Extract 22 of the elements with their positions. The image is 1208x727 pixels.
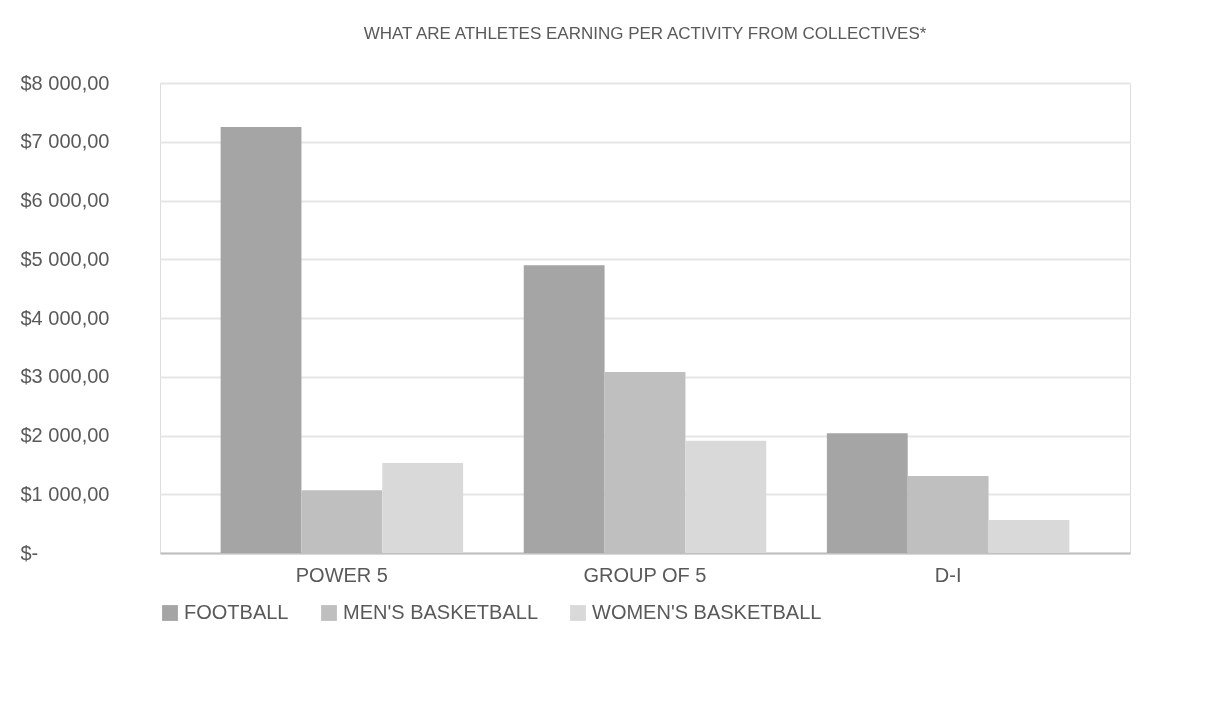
x-tick-label: D-I bbox=[934, 563, 962, 586]
bar bbox=[382, 463, 464, 553]
y-tick-label: $8 000,00 bbox=[20, 71, 110, 94]
x-tick-label: POWER 5 bbox=[295, 563, 388, 586]
y-tick-label: $2 000,00 bbox=[20, 424, 110, 446]
y-tick-label: $7 000,00 bbox=[20, 130, 110, 153]
chart-title: WHAT ARE ATHLETES EARNING PER ACTIVITY FROM COLLECTIVES* bbox=[363, 24, 927, 43]
x-tick-label: GROUP OF 5 bbox=[583, 563, 707, 586]
y-tick-label: $1 000,00 bbox=[20, 482, 110, 505]
bar bbox=[523, 265, 605, 553]
legend-label: MEN'S BASKETBALL bbox=[343, 601, 538, 623]
bar bbox=[988, 520, 1070, 553]
legend-label: FOOTBALL bbox=[184, 601, 289, 623]
y-tick-label: $4 000,00 bbox=[20, 306, 110, 329]
y-tick-label: $3 000,00 bbox=[20, 365, 110, 388]
y-tick-label: $6 000,00 bbox=[20, 189, 110, 211]
bar bbox=[685, 440, 767, 553]
bar bbox=[220, 127, 302, 553]
y-tick-label: $5 000,00 bbox=[20, 247, 110, 270]
bar bbox=[826, 433, 908, 553]
legend-label: WOMEN'S BASKETBALL bbox=[592, 601, 822, 623]
y-tick-label: $- bbox=[20, 541, 39, 564]
